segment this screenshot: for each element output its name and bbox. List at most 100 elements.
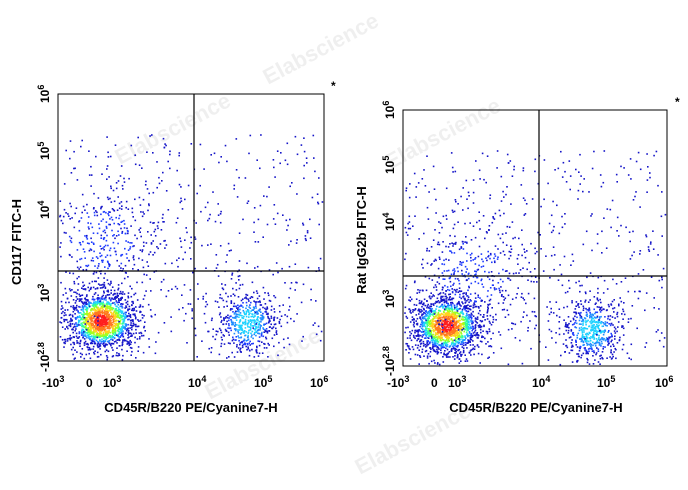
plot-1-event-dot <box>256 317 259 320</box>
plot-1-event-dot <box>267 356 269 358</box>
plot-1-event-dot <box>119 299 122 301</box>
plot-2-event-dot <box>416 339 418 342</box>
plot-2-event-dot <box>568 326 570 329</box>
plot-1-event-dot <box>134 313 136 315</box>
plot-1-event-dot <box>121 305 123 307</box>
plot-1-event-dot <box>67 215 70 217</box>
plot-1-event-dot <box>237 309 240 312</box>
plot-1-event-dot <box>303 137 305 139</box>
plot-2-event-dot <box>502 241 504 244</box>
plot-2-event-dot <box>469 293 472 295</box>
plot-1-event-dot <box>99 325 101 327</box>
plot-1-event-dot <box>234 329 237 332</box>
plot-2-event-dot <box>422 328 424 331</box>
plot-1-event-dot <box>116 209 119 211</box>
plot-1-event-dot <box>267 321 270 324</box>
plot-1-event-dot <box>245 301 248 304</box>
plot-1-event-dot <box>70 305 72 308</box>
plot-1-event-dot <box>256 329 259 332</box>
plot-2-event-dot <box>472 259 474 261</box>
plot-2-event-dot <box>558 327 561 330</box>
plot-2-event-dot <box>434 258 437 261</box>
plot-1-event-dot <box>122 303 124 305</box>
plot-1-event-dot <box>99 300 101 303</box>
plot-2-event-dot <box>468 331 471 333</box>
plot-1-event-dot <box>64 340 67 343</box>
plot-1-event-dot <box>232 311 234 313</box>
plot-1-event-dot <box>115 324 118 326</box>
plot-2-event-dot <box>587 348 590 350</box>
plot-1-event-dot <box>89 323 91 326</box>
plot-1-event-dot <box>231 272 234 275</box>
plot-1-event-dot <box>118 214 121 217</box>
plot-2-event-dot <box>451 313 454 315</box>
plot-2-event-dot <box>592 335 595 337</box>
plot-2-event-dot <box>449 323 452 325</box>
plot-1-event-dot <box>90 259 93 262</box>
plot-2-event-dot <box>605 338 607 341</box>
plot-2-event-dot <box>606 321 609 324</box>
plot-1-event-dot <box>110 280 112 283</box>
plot-2-event-dot <box>428 311 431 314</box>
plot-1-event-dot <box>239 326 242 329</box>
plot-2-event-dot <box>464 360 467 362</box>
plot-2-event-dot <box>450 343 453 346</box>
plot-2-event-dot <box>593 338 595 340</box>
plot-2-event-dot <box>458 301 460 304</box>
plot-1-event-dot <box>96 306 98 309</box>
plot-2-event-dot <box>586 342 588 344</box>
plot-1-event-dot <box>121 220 124 223</box>
plot-1-event-dot <box>199 184 201 187</box>
plot-1-event-dot <box>114 332 117 335</box>
plot-1-event-dot <box>107 331 110 334</box>
plot-2-event-dot <box>597 299 600 302</box>
plot-2-event-dot <box>441 346 444 349</box>
plot-2-event-dot <box>418 313 420 315</box>
plot-2-event-dot <box>468 340 470 343</box>
plot-1-event-dot <box>118 301 120 304</box>
plot-1-event-dot <box>141 314 144 316</box>
plot-1-event-dot <box>86 307 89 310</box>
plot-1-event-dot <box>233 313 236 315</box>
plot-1-event-dot <box>88 303 90 306</box>
plot-2-event-dot <box>588 332 591 334</box>
plot-2-event-dot <box>486 332 489 335</box>
plot-2-event-dot <box>441 251 444 253</box>
plot-1-event-dot <box>120 331 123 334</box>
plot-2-event-dot <box>576 316 578 319</box>
plot-1-event-dot <box>114 298 116 300</box>
plot-2-event-dot <box>592 317 595 320</box>
plot-2-event-dot <box>437 314 440 317</box>
plot-2-event-dot <box>596 330 599 333</box>
plot-2-event-dot <box>426 336 429 339</box>
plot-1-event-dot <box>100 220 103 222</box>
plot-1-event-dot <box>225 300 228 303</box>
plot-1-event-dot <box>150 290 152 292</box>
plot-2-event-dot <box>449 325 451 327</box>
plot-2-event-dot <box>469 300 472 302</box>
plot-1-event-dot <box>239 342 242 344</box>
plot-1-event-dot <box>78 342 81 345</box>
plot-2-event-dot <box>441 325 444 328</box>
plot-1-event-dot <box>190 258 192 260</box>
plot-1-event-dot <box>204 305 207 308</box>
plot-2-event-dot <box>607 331 609 333</box>
plot-1-event-dot <box>124 307 126 309</box>
plot-2-event-dot <box>597 320 600 322</box>
plot-1-event-dot <box>105 331 107 333</box>
plot-2-event-dot <box>453 282 455 285</box>
plot-1-event-dot <box>102 315 104 317</box>
plot-1-event-dot <box>215 254 218 256</box>
plot-2-event-dot <box>464 222 466 225</box>
plot-1-event-dot <box>283 346 285 349</box>
plot-1-event-dot <box>259 324 262 326</box>
plot-1-event-dot <box>126 257 128 259</box>
plot-1-event-dot <box>241 317 243 319</box>
plot-1-event-dot <box>73 325 76 328</box>
plot-2-event-dot <box>429 335 432 337</box>
plot-2-event-dot <box>495 319 497 321</box>
plot-1-event-dot <box>273 316 276 319</box>
plot-2-event-dot <box>420 302 422 305</box>
plot-1-event-dot <box>245 297 248 300</box>
plot-1-event-dot <box>317 201 319 204</box>
